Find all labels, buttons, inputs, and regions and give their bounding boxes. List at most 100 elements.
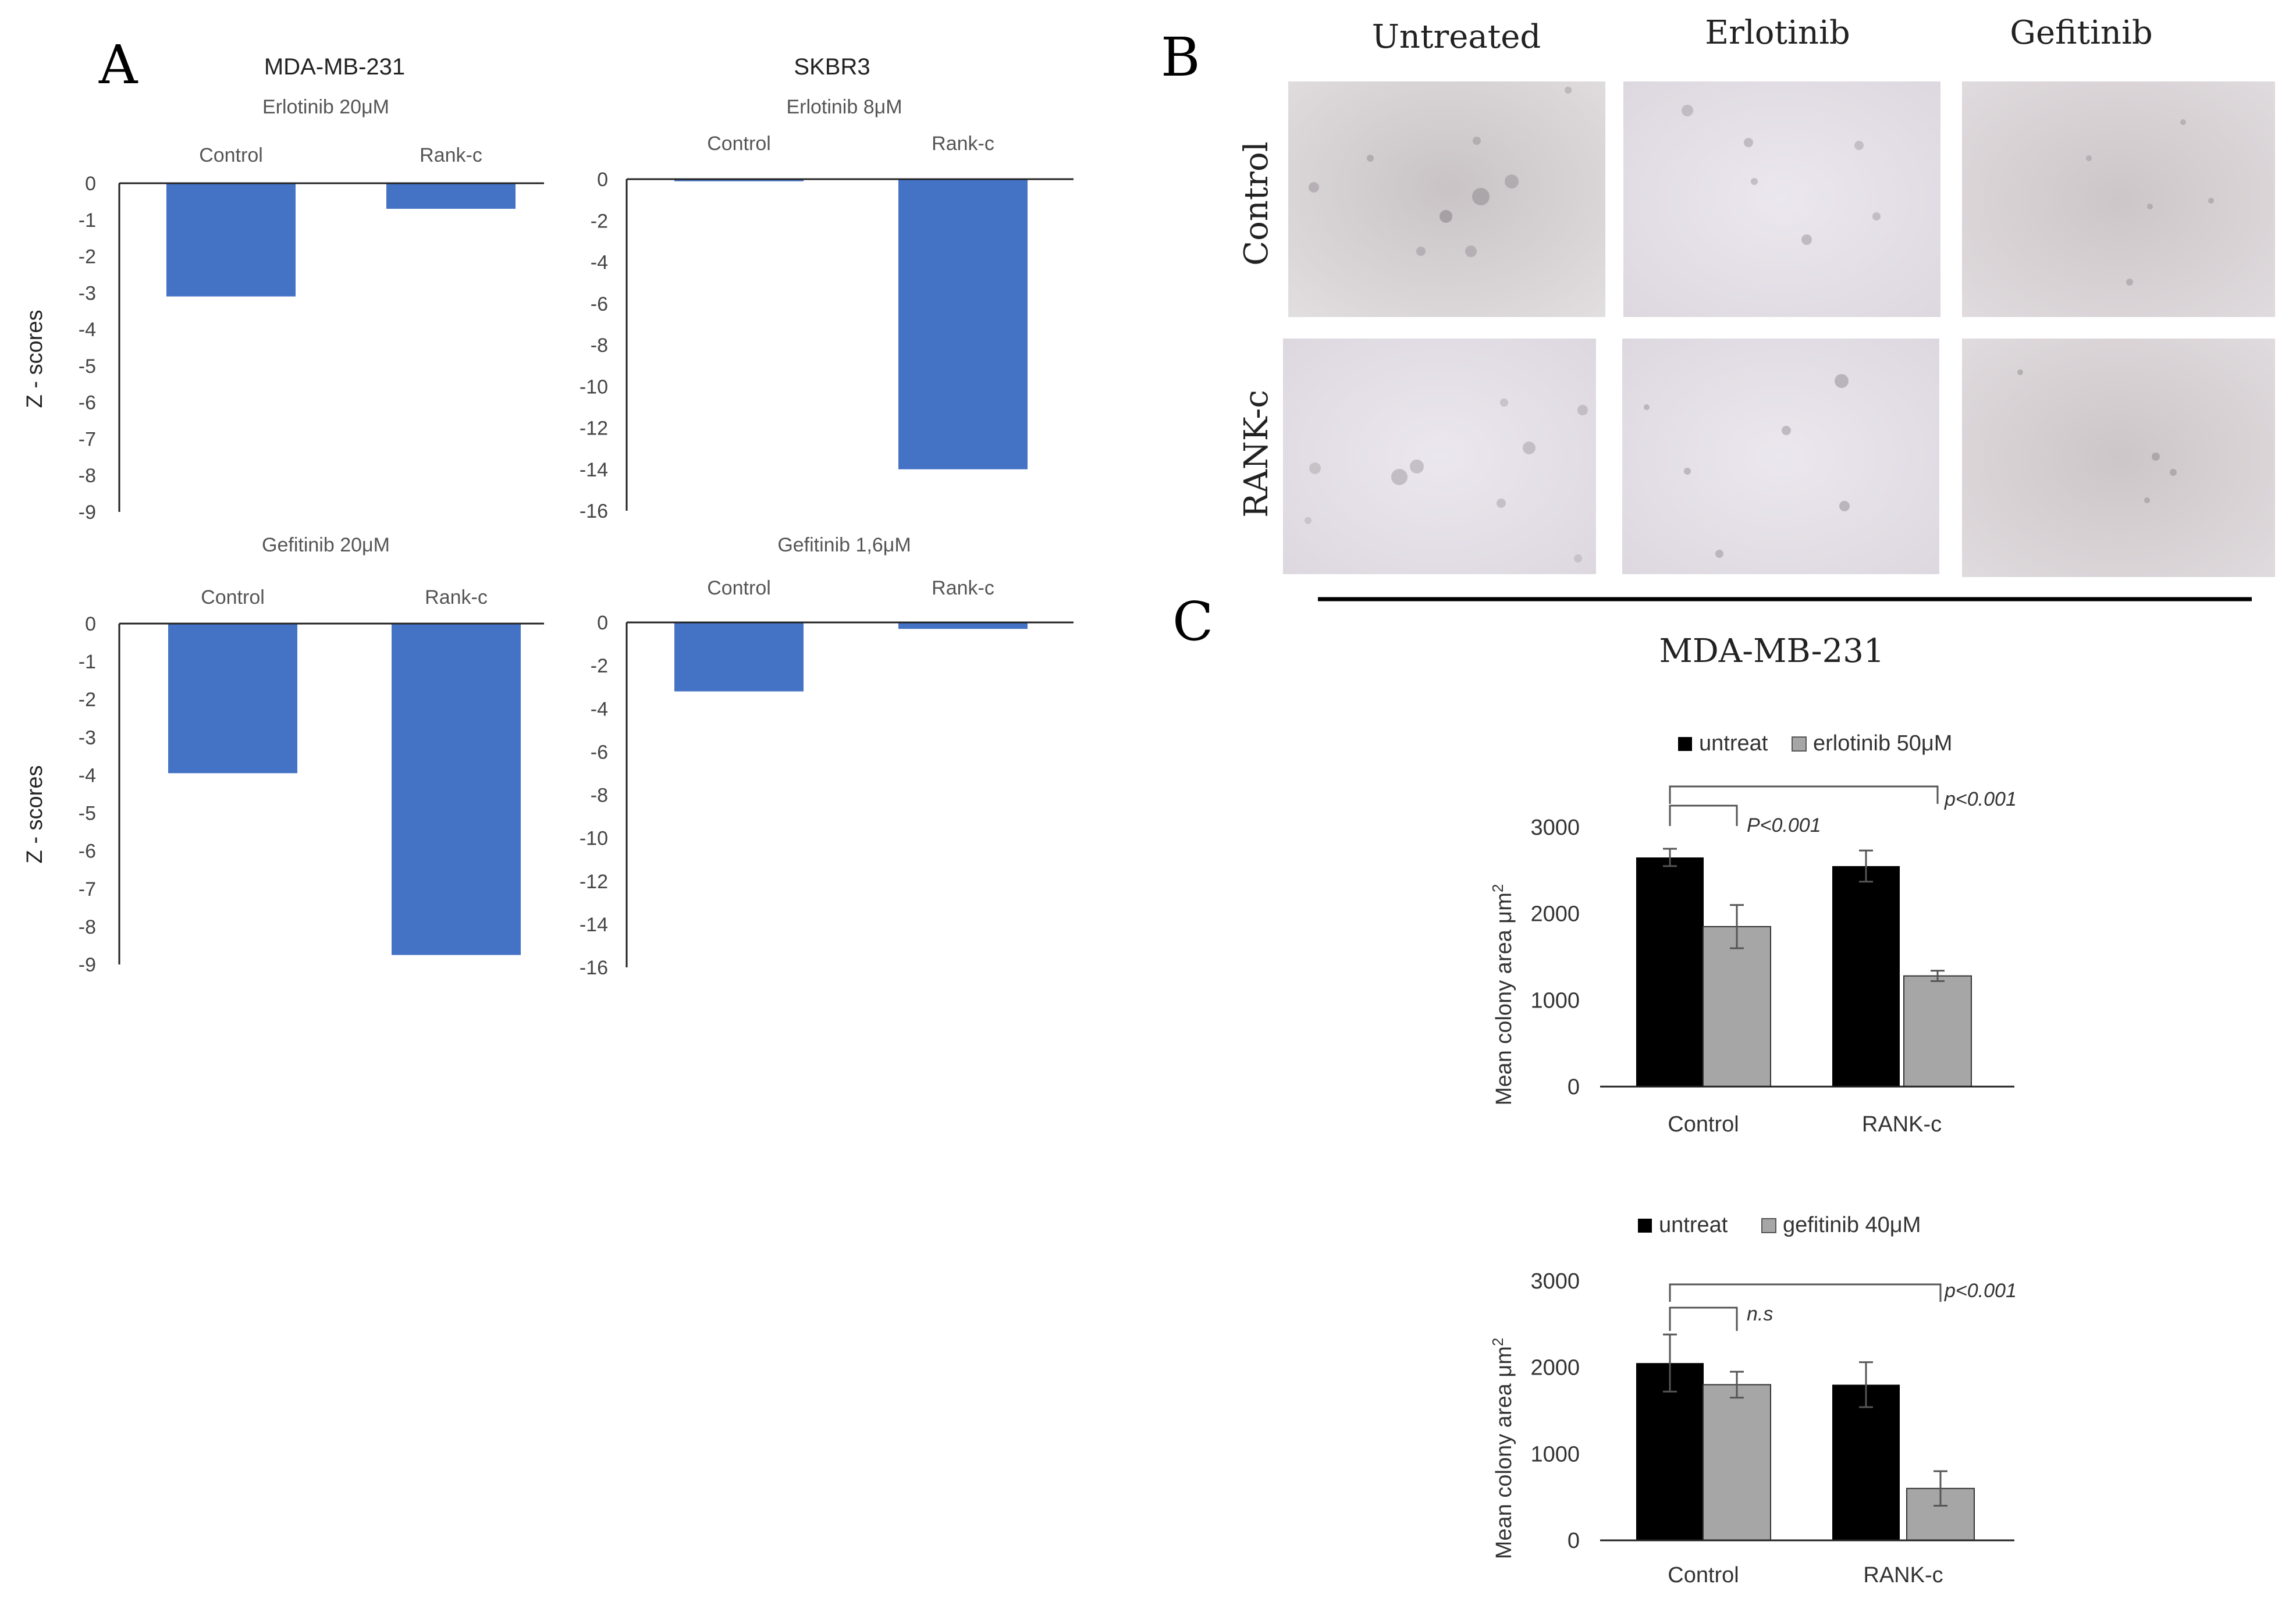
panel-b-row-rankc: RANK-c <box>1238 390 1275 518</box>
y-tick-label: 1000 <box>1530 988 1580 1013</box>
y-tick-label: 0 <box>597 169 608 191</box>
panel-a-ylabel-bottom: Z - scores <box>23 766 47 864</box>
category-label: Rank-c <box>425 586 488 608</box>
y-tick-label: -12 <box>580 871 608 893</box>
significance-bracket-large <box>1669 785 1939 804</box>
bar-rank-c <box>386 183 516 209</box>
p-value-large-gefitinib: p<0.001 <box>1944 1280 2017 1302</box>
y-tick-label: -8 <box>79 465 96 487</box>
bar-rank-c <box>392 624 521 955</box>
category-label: Control <box>201 586 265 608</box>
legend-label-gefitinib: gefitinib 40μM <box>1783 1213 1921 1237</box>
bar-rank-c-untreat <box>1832 866 1900 1087</box>
dish-control-erlotinib <box>1623 81 1940 317</box>
chart-skbr3-erlotinib: Erlotinib 8μM Control Rank-c 0 -2 -4 -6 -8 -10 -1… <box>580 96 1074 522</box>
bar-control <box>674 622 804 692</box>
category-label: Control <box>1668 1112 1739 1137</box>
y-tick-label: 2000 <box>1530 1356 1580 1380</box>
bar-control-treated <box>1703 925 1771 1087</box>
legend-label-untreat-2: untreat <box>1659 1213 1728 1237</box>
y-tick-label: -6 <box>591 293 608 315</box>
y-tick-label: 0 <box>85 613 96 635</box>
chart-colony-gefitinib: untreat gefitinib 40μM Mean colony area … <box>1489 1213 2017 1587</box>
category-label: Control <box>707 577 771 599</box>
y-tick-label: -7 <box>79 428 96 450</box>
bar-rank-c-treated <box>1906 1487 1975 1542</box>
chart-title: Erlotinib 20μM <box>262 96 389 118</box>
y-tick-label: 1000 <box>1530 1442 1580 1466</box>
y-tick-label: -8 <box>79 916 96 938</box>
y-tick-label: 0 <box>1568 1529 1580 1553</box>
legend-swatch-erlotinib <box>1792 736 1807 752</box>
y-tick-label: 2000 <box>1530 902 1580 927</box>
dish-control-gefitinib <box>1962 81 2275 317</box>
category-label: Control <box>199 144 263 166</box>
bar-control <box>166 183 296 297</box>
y-tick-label: -2 <box>79 246 96 268</box>
y-tick-label: -7 <box>79 878 96 900</box>
panel-label-a: A <box>98 34 138 96</box>
panel-b-col-erlotinib: Erlotinib <box>1705 14 1850 52</box>
category-label: Rank-c <box>420 144 482 166</box>
y-tick-label: -16 <box>580 957 608 979</box>
bar-rank-c-treated <box>1903 975 1972 1087</box>
y-tick-label: -6 <box>79 392 96 414</box>
y-tick-label: -10 <box>580 376 608 398</box>
dish-control-untreated <box>1288 81 1605 317</box>
panel-a-title-skbr3: SKBR3 <box>794 54 870 80</box>
legend-label-erlotinib: erlotinib 50μM <box>1813 731 1952 756</box>
y-tick-label: 3000 <box>1530 816 1580 840</box>
colony-ylabel-erlotinib: Mean colony area μm2 <box>1489 884 1516 1106</box>
y-tick-label: -12 <box>580 418 608 440</box>
y-tick-label: -8 <box>591 785 608 807</box>
bar-rank-c <box>898 179 1028 469</box>
y-tick-label: -4 <box>591 252 608 274</box>
y-tick-label: 0 <box>597 612 608 634</box>
y-tick-label: 0 <box>1568 1075 1580 1099</box>
colony-ylabel-gefitinib: Mean colony area μm2 <box>1489 1338 1516 1560</box>
y-tick-label: -9 <box>79 954 96 976</box>
significance-bracket-small <box>1669 804 1738 826</box>
bar-rank-c <box>898 622 1028 629</box>
significance-bracket-small <box>1669 1306 1738 1331</box>
panel-b-col-gefitinib: Gefitinib <box>2010 14 2152 52</box>
y-tick-label: -4 <box>79 764 96 786</box>
y-tick-label: -2 <box>591 655 608 677</box>
y-tick-label: -5 <box>79 355 96 378</box>
dish-rankc-untreated <box>1283 339 1596 574</box>
panel-b-col-untreated: Untreated <box>1372 18 1541 56</box>
y-tick-label: 3000 <box>1530 1269 1580 1294</box>
y-tick-label: -5 <box>79 803 96 825</box>
y-tick-label: -14 <box>580 459 608 481</box>
y-tick-label: -2 <box>591 210 608 232</box>
p-value-small-erlotinib: P<0.001 <box>1747 814 1821 836</box>
chart-skbr3-gefitinib: Gefitinib 1,6μM Control Rank-c 0 -2 -4 -6 -8 -10… <box>580 534 1074 979</box>
y-tick-label: -6 <box>79 841 96 863</box>
y-tick-label: -4 <box>591 698 608 720</box>
category-label: Control <box>707 133 771 155</box>
bar-control-treated <box>1703 1384 1771 1541</box>
panel-a-ylabel-top: Z - scores <box>23 310 47 408</box>
category-label: Rank-c <box>932 133 994 155</box>
y-tick-label: -16 <box>580 500 608 522</box>
legend-label-untreat: untreat <box>1699 731 1768 756</box>
chart-title: Gefitinib 1,6μM <box>777 534 911 556</box>
chart-title: Erlotinib 8μM <box>786 96 902 118</box>
panel-a-title-mda: MDA-MB-231 <box>264 54 405 80</box>
y-tick-label: 0 <box>85 173 96 195</box>
panel-c-cell-line: MDA-MB-231 <box>1659 632 1885 670</box>
y-tick-label: -14 <box>580 914 608 936</box>
panel-label-c: C <box>1172 590 1213 653</box>
bar-control <box>168 624 297 774</box>
legend-swatch-gefitinib <box>1761 1218 1776 1233</box>
chart-mda-erlotinib: Erlotinib 20μM Control Rank-c 0 -1 -2 -3 -4 -5 -6… <box>79 96 544 524</box>
y-tick-label: -3 <box>79 727 96 749</box>
legend-swatch-untreat-2 <box>1638 1219 1652 1233</box>
y-tick-label: -4 <box>79 319 96 341</box>
y-tick-label: -2 <box>79 689 96 711</box>
chart-mda-gefitinib: Gefitinib 20μM Control Rank-c 0 -1 -2 -3 -4 -5 -6… <box>79 534 544 976</box>
y-tick-label: -6 <box>591 741 608 763</box>
p-value-large-erlotinib: p<0.001 <box>1944 788 2017 810</box>
bar-control-untreat <box>1636 857 1704 1087</box>
